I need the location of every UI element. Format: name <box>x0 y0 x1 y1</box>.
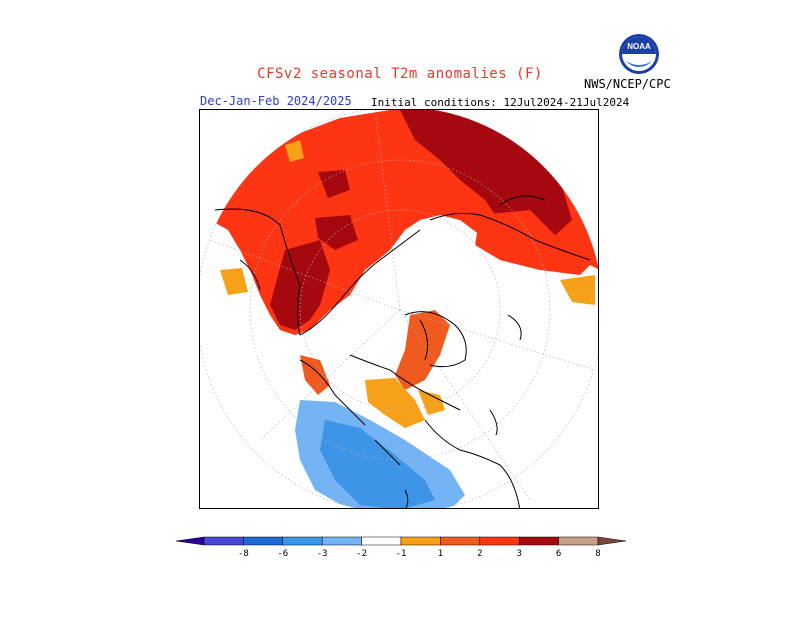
polar-map-svg <box>200 110 598 508</box>
colorbar-label: 1 <box>438 549 443 559</box>
colorbar: -8 -6 -3 -2 -1 1 2 3 6 8 <box>176 536 626 559</box>
anomaly-strong-warm-patch <box>315 215 358 250</box>
colorbar-swatch <box>282 536 323 546</box>
anomaly-colder-region <box>320 420 435 508</box>
graticule <box>200 110 598 508</box>
initial-conditions: Initial conditions: 12Jul2024-21Jul2024 <box>371 96 630 109</box>
colorbar-label: -8 <box>238 549 249 559</box>
forecast-period: Dec-Jan-Feb 2024/2025 <box>200 94 352 108</box>
colorbar-label: 8 <box>595 549 600 559</box>
anomaly-warm-region-siberia <box>475 210 595 275</box>
anomaly-mild-warm-patch <box>418 390 445 415</box>
logo-text: NOAA <box>627 42 651 51</box>
colorbar-label: -3 <box>317 549 328 559</box>
colorbar-swatch <box>203 536 244 546</box>
anomaly-strong-warm-patch <box>318 170 350 198</box>
polar-map <box>199 109 599 509</box>
colorbar-swatch <box>558 536 599 546</box>
agency-label: NWS/NCEP/CPC <box>584 77 671 91</box>
anomaly-mild-warm-patch <box>285 140 304 162</box>
colorbar-swatch <box>361 536 402 546</box>
anomaly-mild-warm-region-europe <box>365 378 425 428</box>
colorbar-swatch <box>479 536 520 546</box>
colorbar-label: 3 <box>516 549 521 559</box>
colorbar-swatch <box>597 536 626 546</box>
colorbar-label: 6 <box>556 549 561 559</box>
anomaly-mild-warm-patch <box>560 275 595 305</box>
colorbar-swatch <box>243 536 284 546</box>
anomaly-warm-region-europe <box>395 310 450 390</box>
anomaly-mild-warm-patch <box>220 268 248 295</box>
colorbar-swatch <box>400 536 441 546</box>
colorbar-label: -6 <box>277 549 288 559</box>
colorbar-label: -2 <box>356 549 367 559</box>
colorbar-swatch <box>321 536 362 546</box>
colorbar-swatch <box>440 536 481 546</box>
colorbar-swatch <box>176 536 205 546</box>
coastlines <box>214 195 591 508</box>
colorbar-label: -1 <box>396 549 407 559</box>
map-title: CFSv2 seasonal T2m anomalies (F) <box>257 66 543 82</box>
colorbar-label: 2 <box>477 549 482 559</box>
colorbar-swatch <box>518 536 559 546</box>
noaa-logo-icon: NOAA <box>619 34 659 74</box>
